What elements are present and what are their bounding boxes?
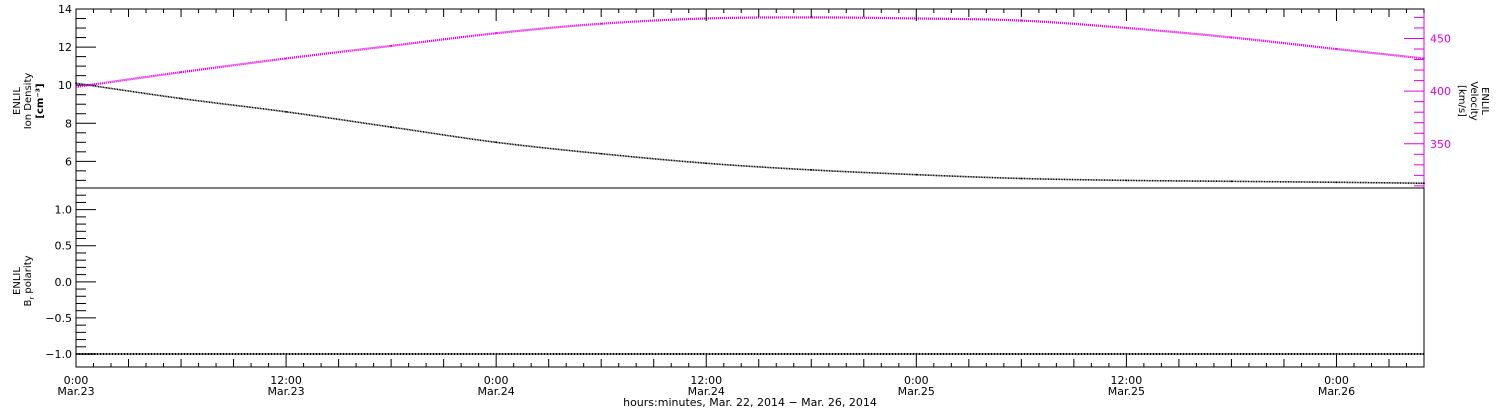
- density-point: [285, 110, 287, 113]
- x-tick-label-time: 0:00: [1324, 374, 1349, 387]
- bottom-left-ylabel-sub: r: [28, 297, 36, 300]
- x-tick-label-time: 0:00: [904, 374, 929, 387]
- x-axis-title: hours:minutes, Mar. 22, 2014 − Mar. 26, …: [623, 396, 877, 409]
- density-point: [705, 162, 708, 165]
- bottom-left-ylabel-rest: polarity: [23, 255, 34, 296]
- x-tick-label-date: Mar.26: [1318, 385, 1355, 398]
- velocity-point: [285, 57, 287, 60]
- velocity-point: [1335, 48, 1338, 50]
- top-right-ylabel-line3: [km/s]: [1456, 85, 1467, 117]
- top-right-ylabel-line2: Velocity: [1468, 81, 1479, 120]
- density-point: [915, 173, 918, 176]
- bottom-panel: −1.0 −0.5 0.0 0.5 1.0: [45, 187, 1425, 368]
- x-tick-label-time: 12:00: [270, 374, 302, 387]
- bottom-tick-label: 1.0: [55, 204, 73, 217]
- density-series-line: [75, 82, 1425, 185]
- density-point: [1335, 181, 1338, 184]
- density-point: [1423, 182, 1425, 185]
- density-point: [600, 152, 603, 155]
- density-point: [495, 141, 498, 144]
- top-right-tick-label: 350: [1430, 138, 1451, 151]
- velocity-point: [75, 86, 77, 88]
- x-tick-label-time: 12:00: [690, 374, 722, 387]
- density-point: [810, 169, 813, 171]
- density-point: [180, 97, 182, 100]
- top-left-tick-label: 14: [58, 3, 72, 16]
- bottom-left-ylabel: ENLIL Br polarity: [12, 255, 36, 306]
- top-left-ylabel-line1: ENLIL: [12, 87, 23, 115]
- density-point: [1020, 177, 1023, 180]
- velocity-point: [600, 22, 603, 25]
- top-right-tick-label: 450: [1430, 32, 1451, 45]
- x-tick-label-time: 12:00: [1111, 374, 1143, 387]
- velocity-point: [1423, 57, 1425, 60]
- x-tick-label-date: Mar.25: [898, 385, 935, 398]
- x-tick-label-date: Mar.23: [267, 385, 304, 398]
- top-left-tick-label: 6: [65, 155, 72, 168]
- bottom-tick-label: 0.5: [55, 240, 73, 253]
- top-panel: 6 8 10 12 14 350 400 450: [58, 3, 1451, 189]
- x-tick-label-time: 0:00: [64, 374, 89, 387]
- velocity-series-line: [75, 16, 1425, 89]
- bottom-tick-label: 0.0: [55, 276, 73, 289]
- velocity-point: [180, 71, 182, 74]
- top-right-tick-label: 400: [1430, 85, 1451, 98]
- bottom-tick-label: −0.5: [45, 312, 72, 325]
- bottom-left-ylabel-line2: Br polarity: [23, 255, 36, 306]
- top-left-ylabel-line3: [cm⁻³]: [35, 83, 46, 118]
- x-tick-label-date: Mar.23: [57, 385, 94, 398]
- x-axis: 0:00Mar.2312:00Mar.230:00Mar.2412:00Mar.…: [57, 9, 1425, 398]
- density-point: [390, 126, 393, 128]
- top-right-ylabel: ENLIL Velocity [km/s]: [1456, 81, 1490, 120]
- velocity-point: [390, 44, 393, 47]
- x-tick-label-date: Mar.24: [478, 385, 515, 398]
- velocity-point: [1125, 27, 1128, 29]
- bottom-plot-frame: [75, 187, 1425, 368]
- x-tick-label-date: Mar.25: [1108, 385, 1145, 398]
- velocity-point: [1020, 19, 1023, 22]
- velocity-point: [1230, 36, 1233, 39]
- top-left-tick-label: 8: [65, 117, 72, 130]
- bottom-left-ylabel-b: B: [23, 300, 34, 307]
- top-left-tick-label: 12: [58, 41, 72, 54]
- top-left-ylabel: ENLIL Ion Density [cm⁻³]: [12, 73, 46, 130]
- density-point: [1125, 179, 1128, 182]
- x-tick-label-time: 0:00: [484, 374, 509, 387]
- x-tick-label-date: Mar.24: [688, 385, 725, 398]
- top-left-ylabel-line2: Ion Density: [23, 73, 34, 130]
- density-point: [75, 82, 77, 85]
- bottom-left-ylabel-line1: ENLIL: [12, 267, 23, 295]
- top-right-ylabel-line1: ENLIL: [1479, 87, 1490, 115]
- density-point: [1230, 180, 1233, 183]
- bottom-tick-label: −1.0: [45, 348, 72, 361]
- top-left-tick-label: 10: [58, 79, 72, 92]
- velocity-point: [495, 32, 498, 35]
